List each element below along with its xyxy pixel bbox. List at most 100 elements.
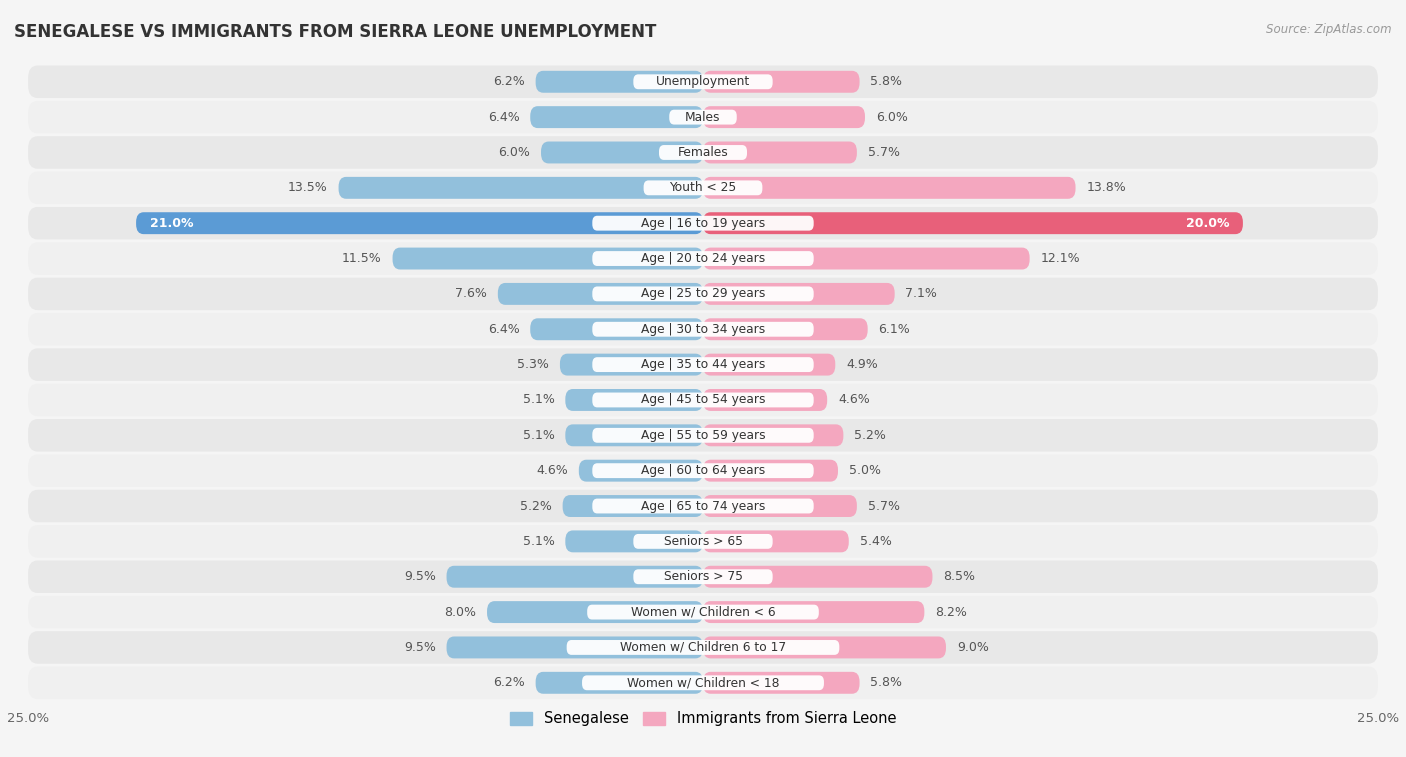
FancyBboxPatch shape xyxy=(28,278,1378,310)
FancyBboxPatch shape xyxy=(703,354,835,375)
Text: Source: ZipAtlas.com: Source: ZipAtlas.com xyxy=(1267,23,1392,36)
Text: Males: Males xyxy=(685,111,721,123)
FancyBboxPatch shape xyxy=(703,672,859,693)
Text: Seniors > 65: Seniors > 65 xyxy=(664,535,742,548)
FancyBboxPatch shape xyxy=(703,389,827,411)
FancyBboxPatch shape xyxy=(565,425,703,447)
FancyBboxPatch shape xyxy=(579,459,703,481)
FancyBboxPatch shape xyxy=(592,286,814,301)
Text: Women w/ Children 6 to 17: Women w/ Children 6 to 17 xyxy=(620,641,786,654)
FancyBboxPatch shape xyxy=(339,177,703,199)
Text: 6.2%: 6.2% xyxy=(494,676,524,690)
Text: 5.7%: 5.7% xyxy=(868,146,900,159)
FancyBboxPatch shape xyxy=(703,601,924,623)
Text: 9.0%: 9.0% xyxy=(956,641,988,654)
Text: 8.5%: 8.5% xyxy=(943,570,976,583)
Text: 13.8%: 13.8% xyxy=(1087,182,1126,195)
Text: 6.4%: 6.4% xyxy=(488,111,519,123)
Text: 6.1%: 6.1% xyxy=(879,322,910,336)
Text: 5.2%: 5.2% xyxy=(855,428,886,442)
Text: 12.1%: 12.1% xyxy=(1040,252,1080,265)
FancyBboxPatch shape xyxy=(703,637,946,659)
FancyBboxPatch shape xyxy=(28,560,1378,593)
Legend: Senegalese, Immigrants from Sierra Leone: Senegalese, Immigrants from Sierra Leone xyxy=(505,706,901,732)
Text: 4.6%: 4.6% xyxy=(536,464,568,477)
FancyBboxPatch shape xyxy=(592,393,814,407)
FancyBboxPatch shape xyxy=(536,672,703,693)
FancyBboxPatch shape xyxy=(565,389,703,411)
Text: 4.9%: 4.9% xyxy=(846,358,877,371)
FancyBboxPatch shape xyxy=(633,569,773,584)
Text: 11.5%: 11.5% xyxy=(342,252,382,265)
FancyBboxPatch shape xyxy=(28,419,1378,452)
FancyBboxPatch shape xyxy=(592,463,814,478)
FancyBboxPatch shape xyxy=(28,207,1378,239)
FancyBboxPatch shape xyxy=(633,534,773,549)
FancyBboxPatch shape xyxy=(447,565,703,587)
FancyBboxPatch shape xyxy=(28,313,1378,345)
Text: 6.2%: 6.2% xyxy=(494,75,524,89)
Text: 8.0%: 8.0% xyxy=(444,606,477,618)
FancyBboxPatch shape xyxy=(28,525,1378,558)
FancyBboxPatch shape xyxy=(530,106,703,128)
FancyBboxPatch shape xyxy=(28,136,1378,169)
Text: 7.6%: 7.6% xyxy=(456,288,486,301)
Text: Age | 20 to 24 years: Age | 20 to 24 years xyxy=(641,252,765,265)
Text: 9.5%: 9.5% xyxy=(404,641,436,654)
FancyBboxPatch shape xyxy=(703,177,1076,199)
Text: 5.4%: 5.4% xyxy=(859,535,891,548)
Text: 5.8%: 5.8% xyxy=(870,75,903,89)
Text: 21.0%: 21.0% xyxy=(149,217,193,229)
FancyBboxPatch shape xyxy=(592,216,814,231)
Text: Youth < 25: Youth < 25 xyxy=(669,182,737,195)
Text: 5.3%: 5.3% xyxy=(517,358,550,371)
FancyBboxPatch shape xyxy=(659,145,747,160)
Text: Females: Females xyxy=(678,146,728,159)
FancyBboxPatch shape xyxy=(28,348,1378,381)
FancyBboxPatch shape xyxy=(560,354,703,375)
Text: 6.4%: 6.4% xyxy=(488,322,519,336)
Text: Seniors > 75: Seniors > 75 xyxy=(664,570,742,583)
FancyBboxPatch shape xyxy=(703,248,1029,269)
FancyBboxPatch shape xyxy=(28,490,1378,522)
FancyBboxPatch shape xyxy=(136,212,703,234)
FancyBboxPatch shape xyxy=(592,251,814,266)
Text: 5.0%: 5.0% xyxy=(849,464,880,477)
Text: Age | 55 to 59 years: Age | 55 to 59 years xyxy=(641,428,765,442)
FancyBboxPatch shape xyxy=(565,531,703,553)
Text: 4.6%: 4.6% xyxy=(838,394,870,407)
FancyBboxPatch shape xyxy=(530,318,703,340)
Text: 13.5%: 13.5% xyxy=(288,182,328,195)
FancyBboxPatch shape xyxy=(703,318,868,340)
FancyBboxPatch shape xyxy=(644,180,762,195)
Text: Age | 30 to 34 years: Age | 30 to 34 years xyxy=(641,322,765,336)
FancyBboxPatch shape xyxy=(486,601,703,623)
Text: Age | 35 to 44 years: Age | 35 to 44 years xyxy=(641,358,765,371)
Text: 5.1%: 5.1% xyxy=(523,428,554,442)
FancyBboxPatch shape xyxy=(703,425,844,447)
FancyBboxPatch shape xyxy=(592,357,814,372)
FancyBboxPatch shape xyxy=(703,459,838,481)
FancyBboxPatch shape xyxy=(541,142,703,164)
FancyBboxPatch shape xyxy=(703,531,849,553)
Text: 5.8%: 5.8% xyxy=(870,676,903,690)
Text: 5.7%: 5.7% xyxy=(868,500,900,512)
Text: Age | 65 to 74 years: Age | 65 to 74 years xyxy=(641,500,765,512)
Text: 7.1%: 7.1% xyxy=(905,288,938,301)
Text: 5.1%: 5.1% xyxy=(523,535,554,548)
FancyBboxPatch shape xyxy=(536,71,703,93)
Text: 9.5%: 9.5% xyxy=(404,570,436,583)
FancyBboxPatch shape xyxy=(28,66,1378,98)
FancyBboxPatch shape xyxy=(28,596,1378,628)
Text: Age | 16 to 19 years: Age | 16 to 19 years xyxy=(641,217,765,229)
FancyBboxPatch shape xyxy=(28,384,1378,416)
Text: 6.0%: 6.0% xyxy=(498,146,530,159)
Text: SENEGALESE VS IMMIGRANTS FROM SIERRA LEONE UNEMPLOYMENT: SENEGALESE VS IMMIGRANTS FROM SIERRA LEO… xyxy=(14,23,657,41)
FancyBboxPatch shape xyxy=(703,142,856,164)
Text: 5.1%: 5.1% xyxy=(523,394,554,407)
FancyBboxPatch shape xyxy=(28,666,1378,699)
FancyBboxPatch shape xyxy=(28,631,1378,664)
Text: Age | 45 to 54 years: Age | 45 to 54 years xyxy=(641,394,765,407)
FancyBboxPatch shape xyxy=(703,565,932,587)
Text: Age | 60 to 64 years: Age | 60 to 64 years xyxy=(641,464,765,477)
